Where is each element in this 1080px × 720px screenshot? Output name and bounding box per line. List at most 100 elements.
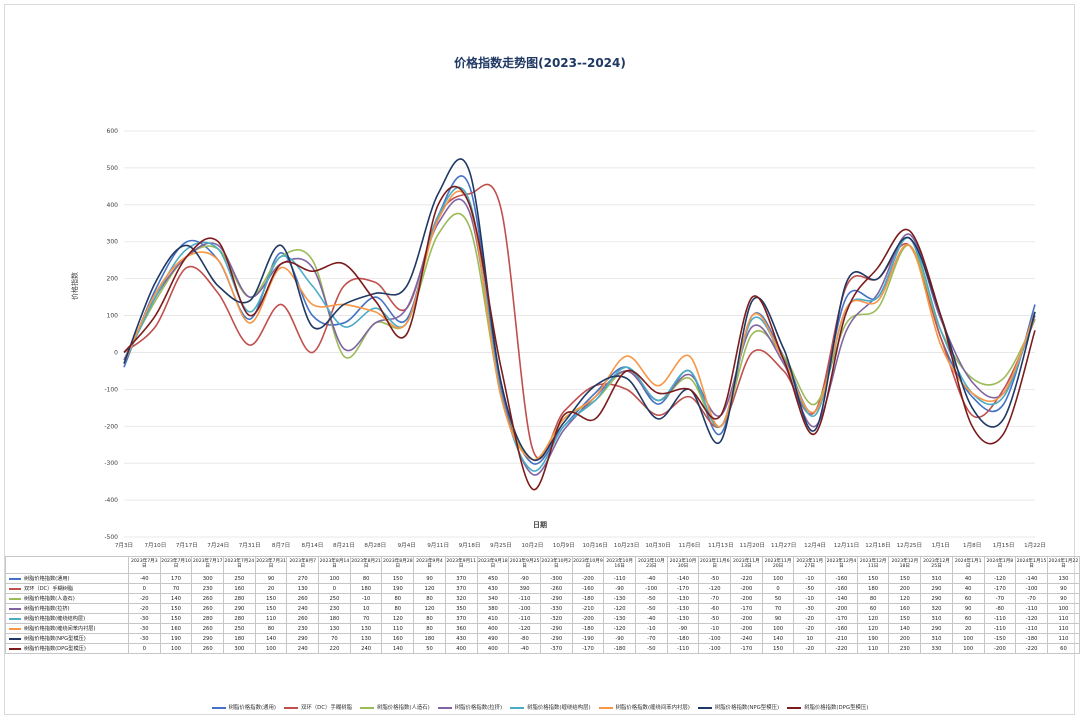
table-cell: 150 [254,593,288,604]
table-cell: 290 [223,603,256,614]
table-row-label: 树脂价格指数(人造石) [5,593,129,604]
table-cell: -30 [127,633,161,644]
table-cell: -100 [634,583,668,594]
table-cell: 370 [444,613,478,624]
table-cell: -40 [634,613,668,624]
table-cell: -30 [127,623,161,634]
table-cell: 190 [856,633,890,644]
legend-item: 树脂价格指数(DPG型模压) [787,703,868,711]
series-name: 树脂价格指数(拉挤) [24,606,70,612]
y-tick-label: 600 [107,128,119,135]
y-tick-label: 500 [107,165,119,172]
table-header-cell: 2023年8月14日 [318,556,351,574]
table-row: 树脂价格指数(通用) -40 170 300 250 90 270 100 80 150 90 370… [5,573,1080,584]
table-cell: 180 [413,633,446,644]
table-cell: 240 [286,603,320,614]
table-cell: 90 [761,613,795,624]
table-cell: 140 [381,643,415,654]
table-header-cell: 2023年9月4日 [413,556,446,574]
table-row: 树脂价格指数(DPG型模压) 0 100 260 300 100 240 220 240 140 5… [5,643,1080,654]
table-cell: 190 [381,583,415,594]
table-header-cell: 2023年9月18日 [476,556,510,574]
table-cell: 150 [888,573,922,584]
series-swatch [9,587,21,590]
table-header-cell: 2023年7月17日 [191,556,225,574]
legend-label: 树脂价格指数(拉挤) [454,705,503,711]
table-cell: -200 [730,613,763,624]
table-header-cell: 2023年8月7日 [286,556,320,574]
table-cell: 100 [761,573,795,584]
table-cell: 180 [856,583,890,594]
table-header-cell: 2023年10月23日 [634,556,668,574]
table-cell: 150 [254,603,288,614]
table-cell: 230 [888,643,922,654]
y-tick-label: 200 [107,276,119,283]
table-cell: 160 [888,603,922,614]
series-swatch [9,607,21,610]
series-swatch [9,627,21,630]
table-cell: -150 [983,633,1017,644]
table-cell: -200 [730,583,763,594]
table-cell: -180 [571,593,605,604]
table-cell: -130 [603,593,636,604]
table-cell: 110 [1046,613,1080,624]
table-row-label: 树脂价格指数(通用) [5,573,129,584]
x-tick-label: 10月9日 [553,542,575,549]
table-cell: -330 [539,603,573,614]
table-header-cell: 2023年7月3日 [127,556,161,574]
table-row: 双环（DC）手糊树脂 0 70 230 160 20 130 0 180 190 120 370 430… [5,583,1080,594]
table-cell: -70 [983,593,1017,604]
table-cell: 350 [444,603,478,614]
table-header-cell: 2023年12月4日 [825,556,858,574]
series-name: 树脂价格指数(通用) [24,576,70,582]
table-cell: 80 [413,593,446,604]
table-cell: -110 [983,613,1017,624]
table-cell: -290 [539,593,573,604]
legend: 树脂价格指数(通用) 双环（DC）手糊树脂 树脂价格指数(人造石) 树脂价格指数(拉挤… [0,703,1080,711]
table-cell: -120 [983,573,1017,584]
table-cell: 260 [286,613,320,624]
table-cell: 120 [856,613,890,624]
table-cell: -290 [539,623,573,634]
table-cell: -200 [571,573,605,584]
series-line-3 [123,198,1036,476]
table-row-label: 双环（DC）手糊树脂 [5,583,129,594]
legend-label: 树脂价格指数(缠绕结构层) [527,705,591,711]
table-cell: 110 [1046,623,1080,634]
table-cell: 370 [444,573,478,584]
table-cell: 290 [286,633,320,644]
series-swatch [9,577,21,580]
table-header-cell: 2023年11月6日 [698,556,732,574]
table-row: 树脂价格指数(缠绕结构层) -30 150 280 280 110 260 180 70 120 8… [5,613,1080,624]
y-tick-label: 100 [107,313,119,320]
x-tick-label: 10月23日 [614,542,639,549]
table-cell: -20 [793,623,827,634]
table-cell: -20 [793,613,827,624]
table-cell: -110 [508,613,541,624]
x-tick-label: 10月30日 [645,542,670,549]
table-cell: -170 [730,643,763,654]
table-cell: 120 [413,583,446,594]
x-tick-label: 7月24日 [207,542,229,549]
table-cell: -100 [698,643,732,654]
table-cell: -160 [825,583,858,594]
table-cell: -130 [666,613,700,624]
table-cell: -110 [1015,623,1048,634]
table-header-cell: 2023年7月31日 [254,556,288,574]
x-tick-label: 1月8日 [963,542,981,549]
table-cell: -140 [666,573,700,584]
table-cell: 130 [286,583,320,594]
table-cell: -120 [508,623,541,634]
table-header-cell: 2023年12月25日 [920,556,953,574]
table-row-label: 树脂价格指数(缠绕结构层) [5,613,129,624]
table-cell: -60 [698,603,732,614]
table-cell: 100 [159,643,193,654]
table-cell: 80 [381,603,415,614]
table-cell: -10 [793,593,827,604]
table-cell: 100 [254,643,288,654]
x-tick-label: 7月3日 [115,542,133,549]
table-row-label: 树脂价格指数(DPG型模压) [5,643,129,654]
x-tick-label: 11月27日 [771,542,796,549]
table-cell: 400 [444,643,478,654]
table-cell: 90 [413,573,446,584]
